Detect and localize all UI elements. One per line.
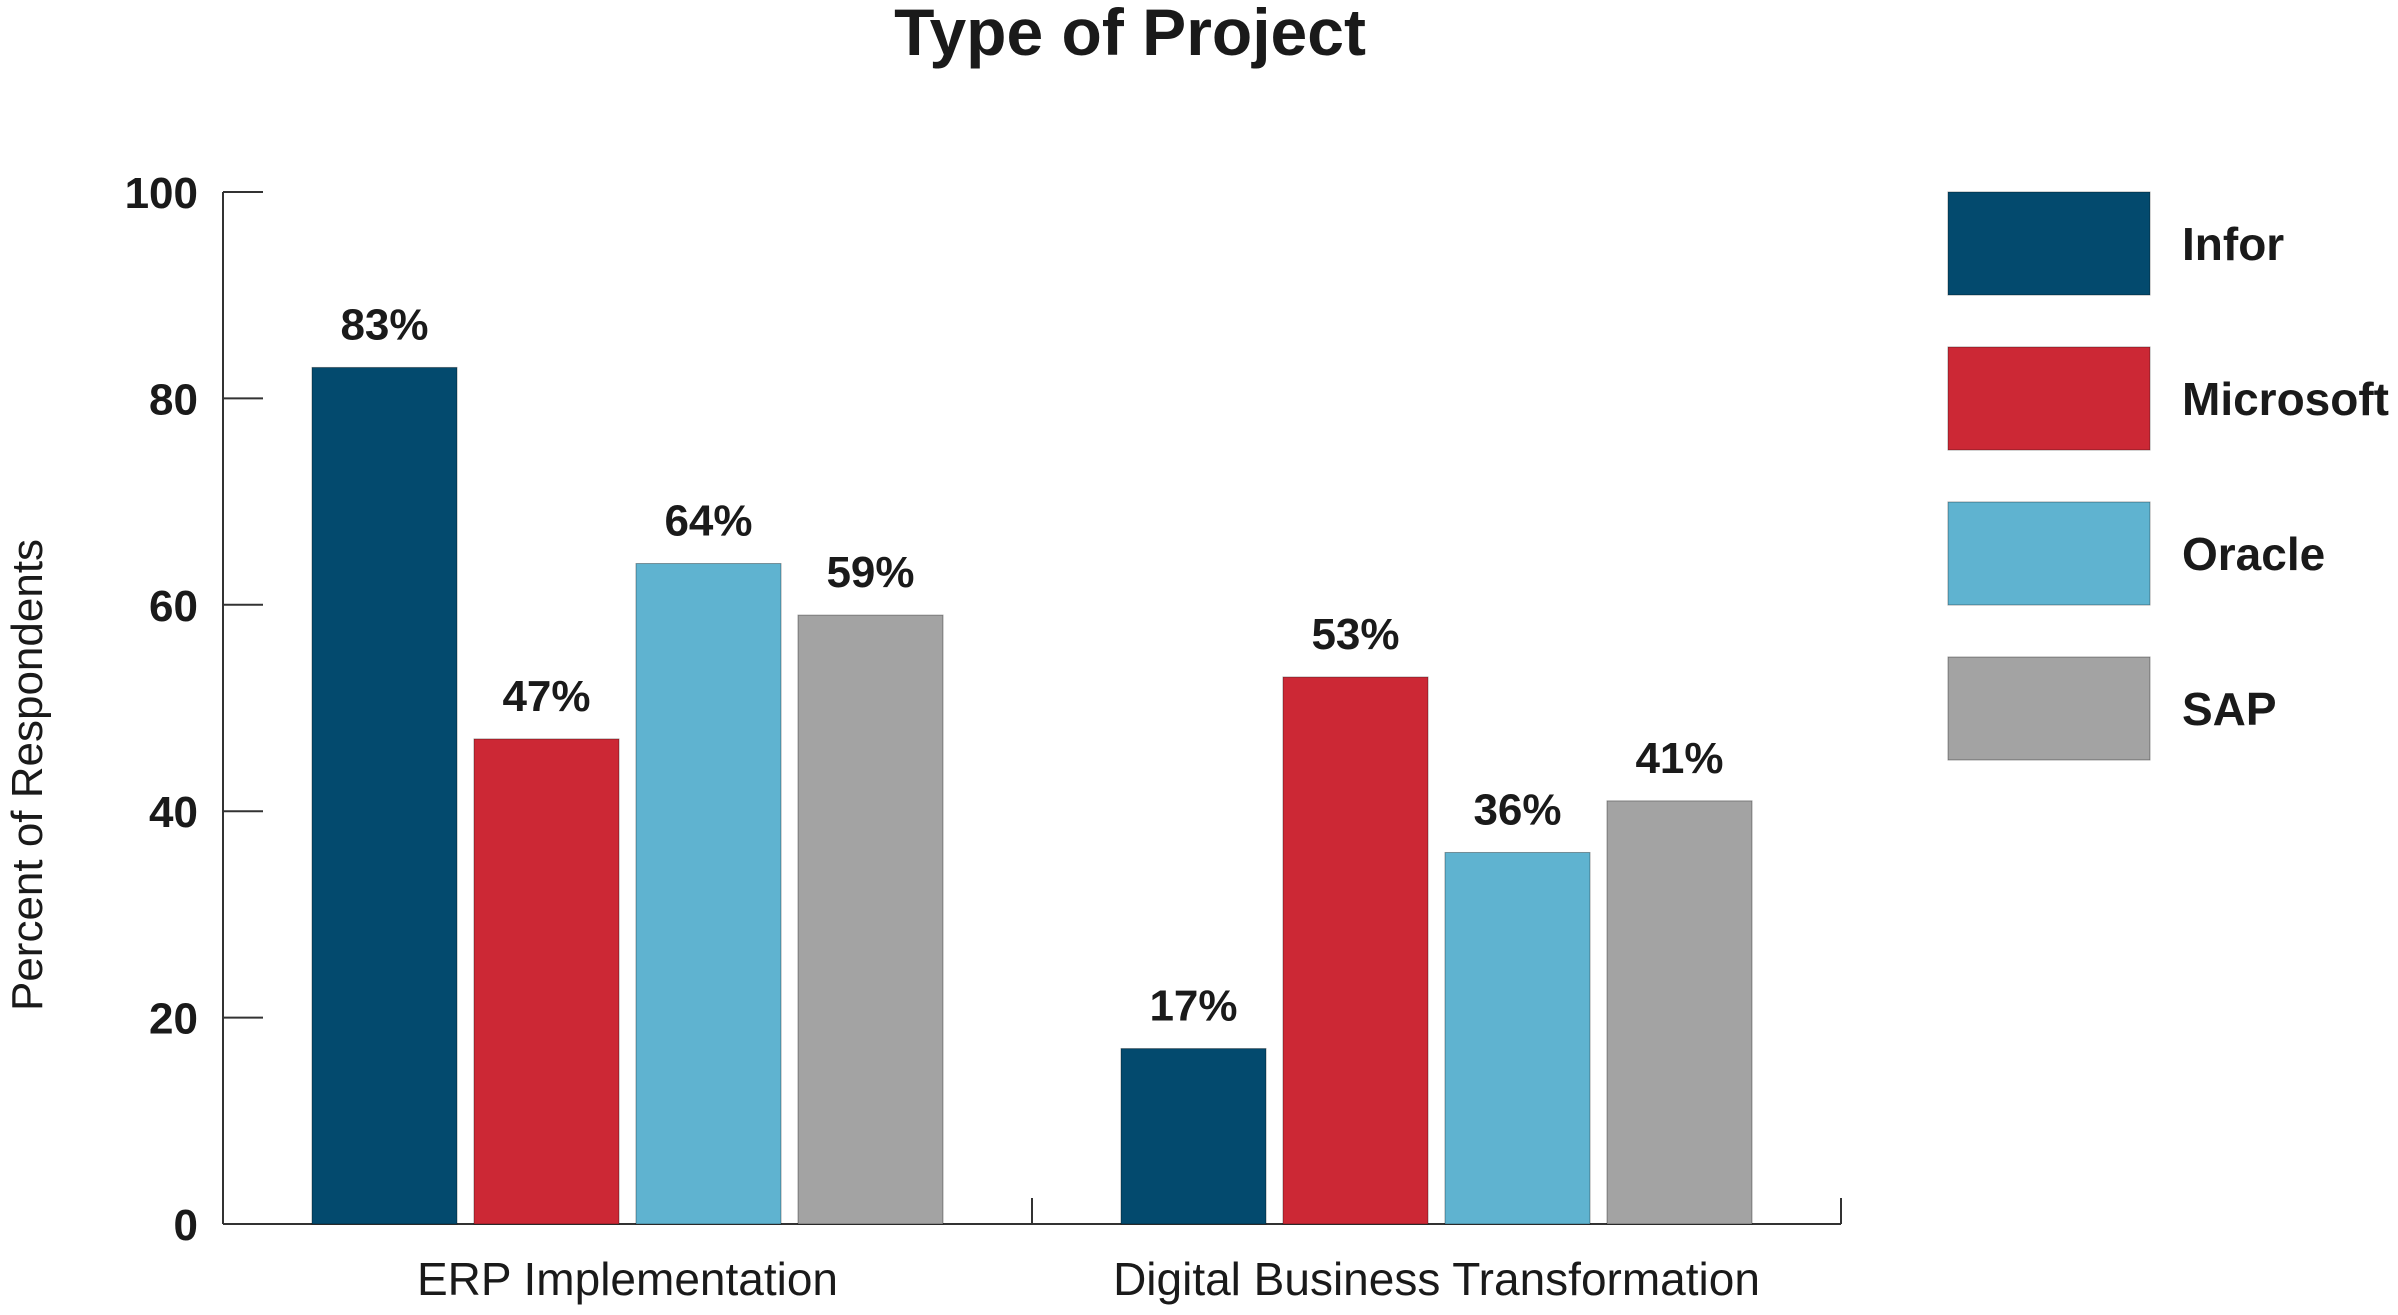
data-label: 64% — [664, 497, 752, 546]
legend-label: Microsoft — [2182, 373, 2389, 425]
bar-oracle — [1444, 851, 1591, 1225]
bar-sap — [1606, 800, 1753, 1225]
bar-microsoft — [473, 738, 620, 1225]
data-label: 41% — [1635, 734, 1723, 783]
legend: Infor Microsoft Oracle SAP — [1947, 191, 2389, 761]
bar-infor — [1120, 1048, 1267, 1225]
y-tick-label: 80 — [149, 375, 198, 424]
data-label: 83% — [340, 300, 428, 349]
legend-swatch-infor — [1947, 191, 2151, 296]
legend-label: SAP — [2182, 683, 2277, 735]
x-category-label: ERP Implementation — [417, 1253, 838, 1305]
y-tick-label: 40 — [149, 788, 198, 837]
data-label: 47% — [502, 672, 590, 721]
data-label: 36% — [1473, 785, 1561, 834]
y-tick-label: 100 — [125, 169, 198, 218]
legend-swatch-microsoft — [1947, 346, 2151, 451]
y-axis-label: Percent of Respondents — [3, 539, 52, 1011]
axes: 0 20 40 60 80 100 — [125, 169, 1842, 1250]
x-category-label: Digital Business Transformation — [1113, 1253, 1760, 1305]
legend-swatch-sap — [1947, 656, 2151, 761]
bar-infor — [311, 366, 458, 1225]
chart-title: Type of Project — [894, 0, 1366, 69]
legend-label: Oracle — [2182, 528, 2325, 580]
y-tick-label: 60 — [149, 582, 198, 631]
y-tick-label: 0 — [174, 1201, 198, 1250]
data-label: 17% — [1149, 982, 1237, 1031]
y-tick-label: 20 — [149, 995, 198, 1044]
legend-label: Infor — [2182, 218, 2284, 270]
legend-swatch-oracle — [1947, 501, 2151, 606]
bar-oracle — [635, 563, 782, 1225]
data-label: 59% — [826, 548, 914, 597]
bar-microsoft — [1282, 676, 1429, 1225]
bars: 83% 47% 64% 59% ERP Implementation 17% 53% 36% 4… — [311, 300, 1760, 1305]
data-label: 53% — [1311, 610, 1399, 659]
bar-sap — [797, 614, 944, 1225]
